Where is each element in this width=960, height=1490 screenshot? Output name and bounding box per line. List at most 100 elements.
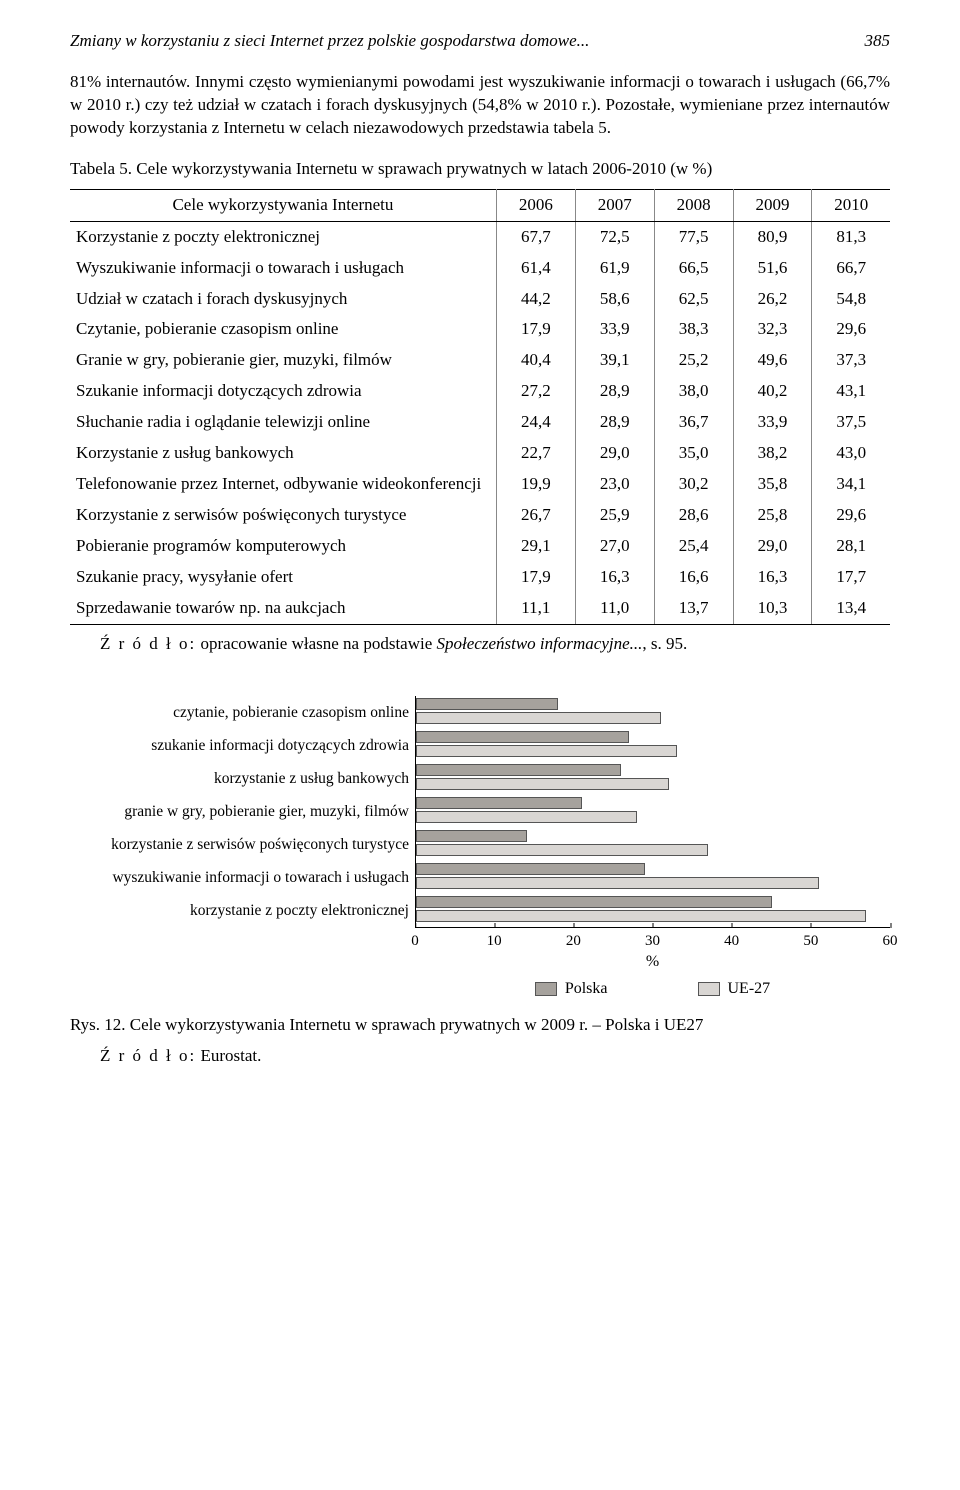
chart-category-row: korzystanie z poczty elektronicznej — [70, 894, 890, 927]
table-row: Sprzedawanie towarów np. na aukcjach11,1… — [70, 593, 890, 624]
row-label: Pobieranie programów komputerowych — [70, 531, 496, 562]
cell-value: 37,5 — [812, 407, 890, 438]
x-tick: 30 — [645, 928, 660, 951]
chart-bars — [415, 861, 890, 894]
figure-source-label: Ź r ó d ł o: — [100, 1046, 196, 1065]
table-head: Cele wykorzystywania Internetu2006200720… — [70, 189, 890, 221]
swatch-eu — [698, 982, 720, 996]
cell-value: 16,3 — [733, 562, 812, 593]
chart-category-label: korzystanie z usług bankowych — [70, 770, 415, 787]
cell-value: 26,2 — [733, 284, 812, 315]
row-label: Korzystanie z poczty elektronicznej — [70, 221, 496, 252]
cell-value: 28,1 — [812, 531, 890, 562]
bar-poland — [416, 698, 558, 710]
bar-poland — [416, 764, 621, 776]
cell-value: 10,3 — [733, 593, 812, 624]
table-source: Ź r ó d ł o: opracowanie własne na podst… — [100, 633, 890, 656]
cell-value: 13,7 — [654, 593, 733, 624]
legend-item-poland: Polska — [535, 978, 608, 1000]
x-tick: 10 — [487, 928, 502, 951]
bar-eu — [416, 778, 669, 790]
chart-bars — [415, 762, 890, 795]
source-label: Ź r ó d ł o: — [100, 634, 196, 653]
bar-eu — [416, 811, 637, 823]
cell-value: 32,3 — [733, 314, 812, 345]
cell-value: 77,5 — [654, 221, 733, 252]
chart-category-row: korzystanie z usług bankowych — [70, 762, 890, 795]
cell-value: 23,0 — [575, 469, 654, 500]
x-axis: 0102030405060 — [415, 927, 890, 949]
cell-value: 29,0 — [733, 531, 812, 562]
col-header-year: 2006 — [496, 189, 575, 221]
cell-value: 54,8 — [812, 284, 890, 315]
chart-category-label: granie w gry, pobieranie gier, muzyki, f… — [70, 803, 415, 820]
cell-value: 17,9 — [496, 314, 575, 345]
bar-eu — [416, 877, 819, 889]
bar-chart: czytanie, pobieranie czasopism online szu… — [70, 696, 890, 1000]
table-row: Korzystanie z usług bankowych22,729,035,… — [70, 438, 890, 469]
data-table: Cele wykorzystywania Internetu2006200720… — [70, 189, 890, 625]
swatch-poland — [535, 982, 557, 996]
table-row: Korzystanie z serwisów poświęconych tury… — [70, 500, 890, 531]
page-number: 385 — [865, 30, 891, 53]
legend-label-eu: UE-27 — [728, 978, 771, 1000]
cell-value: 33,9 — [733, 407, 812, 438]
table-row: Czytanie, pobieranie czasopism online17,… — [70, 314, 890, 345]
table-body: Korzystanie z poczty elektronicznej67,77… — [70, 221, 890, 624]
cell-value: 25,8 — [733, 500, 812, 531]
col-header-year: 2008 — [654, 189, 733, 221]
x-axis-row: 0102030405060 — [70, 927, 890, 949]
chart-category-label: korzystanie z serwisów poświęconych tury… — [70, 836, 415, 853]
cell-value: 29,1 — [496, 531, 575, 562]
chart-category-row: wyszukiwanie informacji o towarach i usł… — [70, 861, 890, 894]
row-label: Telefonowanie przez Internet, odbywanie … — [70, 469, 496, 500]
row-label: Wyszukiwanie informacji o towarach i usł… — [70, 253, 496, 284]
cell-value: 13,4 — [812, 593, 890, 624]
row-label: Granie w gry, pobieranie gier, muzyki, f… — [70, 345, 496, 376]
bar-eu — [416, 844, 708, 856]
bar-poland — [416, 863, 645, 875]
chart-category-row: granie w gry, pobieranie gier, muzyki, f… — [70, 795, 890, 828]
cell-value: 25,9 — [575, 500, 654, 531]
chart-legend: Polska UE-27 — [415, 978, 890, 1000]
bar-eu — [416, 712, 661, 724]
chart-category-label: szukanie informacji dotyczących zdrowia — [70, 737, 415, 754]
cell-value: 40,4 — [496, 345, 575, 376]
cell-value: 35,8 — [733, 469, 812, 500]
row-label: Czytanie, pobieranie czasopism online — [70, 314, 496, 345]
cell-value: 51,6 — [733, 253, 812, 284]
source-text-italic: Społeczeństwo informacyjne... — [437, 634, 643, 653]
table-row: Słuchanie radia i oglądanie telewizji on… — [70, 407, 890, 438]
cell-value: 38,2 — [733, 438, 812, 469]
row-label: Słuchanie radia i oglądanie telewizji on… — [70, 407, 496, 438]
cell-value: 11,0 — [575, 593, 654, 624]
row-label: Korzystanie z usług bankowych — [70, 438, 496, 469]
chart-category-row: szukanie informacji dotyczących zdrowia — [70, 729, 890, 762]
cell-value: 62,5 — [654, 284, 733, 315]
table-row: Szukanie informacji dotyczących zdrowia2… — [70, 376, 890, 407]
cell-value: 30,2 — [654, 469, 733, 500]
table-row: Wyszukiwanie informacji o towarach i usł… — [70, 253, 890, 284]
table-caption: Tabela 5. Cele wykorzystywania Internetu… — [70, 158, 890, 181]
figure-source: Ź r ó d ł o: Eurostat. — [100, 1045, 890, 1068]
cell-value: 38,0 — [654, 376, 733, 407]
chart-category-row: czytanie, pobieranie czasopism online — [70, 696, 890, 729]
cell-value: 29,6 — [812, 500, 890, 531]
chart-category-row: korzystanie z serwisów poświęconych tury… — [70, 828, 890, 861]
chart-category-label: korzystanie z poczty elektronicznej — [70, 902, 415, 919]
cell-value: 29,0 — [575, 438, 654, 469]
cell-value: 39,1 — [575, 345, 654, 376]
col-header-year: 2010 — [812, 189, 890, 221]
source-text-1: opracowanie własne na podstawie — [196, 634, 436, 653]
cell-value: 81,3 — [812, 221, 890, 252]
cell-value: 28,9 — [575, 376, 654, 407]
figure-caption: Rys. 12. Cele wykorzystywania Internetu … — [70, 1014, 890, 1037]
cell-value: 29,6 — [812, 314, 890, 345]
bar-poland — [416, 731, 629, 743]
cell-value: 61,9 — [575, 253, 654, 284]
x-tick: 60 — [883, 928, 898, 951]
col-header-year: 2007 — [575, 189, 654, 221]
cell-value: 61,4 — [496, 253, 575, 284]
cell-value: 35,0 — [654, 438, 733, 469]
chart-category-label: wyszukiwanie informacji o towarach i usł… — [70, 869, 415, 886]
